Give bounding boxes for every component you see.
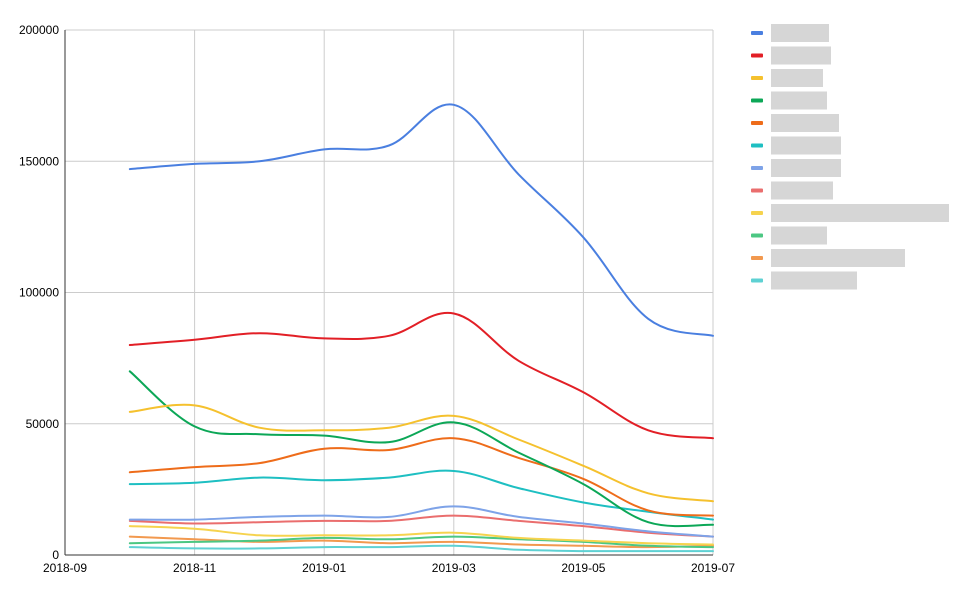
legend-marker <box>751 166 763 170</box>
y-tick-label: 150000 <box>19 154 59 168</box>
y-tick-label: 100000 <box>19 286 59 300</box>
legend-label-obscured <box>771 181 833 200</box>
series-line-2 <box>128 311 714 440</box>
series-line-5 <box>128 437 714 517</box>
series-line-4 <box>128 370 714 528</box>
series-line-3 <box>128 403 714 503</box>
grid-lines <box>65 29 714 555</box>
x-tick-label: 2019-01 <box>302 561 346 575</box>
series-line-6 <box>128 469 714 521</box>
legend-label-obscured <box>771 159 841 177</box>
legend <box>751 24 949 290</box>
legend-label-obscured <box>771 249 905 267</box>
series-line-9 <box>128 525 714 546</box>
x-tick-label: 2019-03 <box>432 561 476 575</box>
series-lines <box>128 103 714 553</box>
legend-marker <box>751 53 763 58</box>
y-tick-label: 50000 <box>26 417 60 431</box>
x-tick-label: 2018-11 <box>173 561 216 575</box>
legend-label-obscured <box>771 226 827 245</box>
legend-marker <box>751 233 763 238</box>
series-line-1 <box>128 103 714 337</box>
legend-marker <box>751 98 763 103</box>
legend-label-obscured <box>771 24 829 42</box>
y-tick-label: 200000 <box>19 23 59 37</box>
legend-marker <box>751 188 763 193</box>
legend-label-obscured <box>771 91 827 110</box>
legend-label-obscured <box>771 204 949 222</box>
legend-label-obscured <box>771 114 839 132</box>
legend-marker <box>751 256 763 260</box>
x-tick-label: 2019-07 <box>691 561 735 575</box>
legend-marker <box>751 278 763 283</box>
legend-label-obscured <box>771 69 823 87</box>
legend-marker <box>751 121 763 125</box>
series-line-7 <box>128 505 714 538</box>
axes: 2018-09 2018-11 2019-01 2019-03 2019-05 2019-… <box>19 23 735 575</box>
series-line-10 <box>128 535 714 549</box>
series-line-12 <box>128 544 714 553</box>
series-line-8 <box>128 514 714 538</box>
y-tick-label: 0 <box>52 548 59 562</box>
legend-label-obscured <box>771 46 831 65</box>
x-tick-label: 2019-05 <box>561 561 605 575</box>
legend-marker <box>751 211 763 215</box>
legend-label-obscured <box>771 136 841 155</box>
legend-marker <box>751 143 763 148</box>
legend-marker <box>751 31 763 35</box>
legend-label-obscured <box>771 271 857 290</box>
x-tick-label: 2018-09 <box>43 561 87 575</box>
legend-marker <box>751 76 763 80</box>
